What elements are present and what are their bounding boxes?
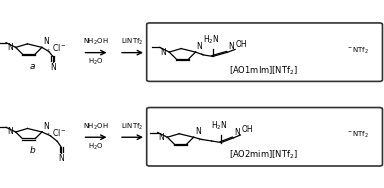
Text: N: N [161, 48, 166, 57]
Text: Cl$^-$: Cl$^-$ [52, 42, 67, 53]
Text: OH: OH [241, 125, 253, 134]
Text: N: N [197, 42, 202, 51]
Text: N: N [195, 127, 200, 136]
Text: Cl$^-$: Cl$^-$ [52, 127, 67, 138]
Text: N: N [7, 127, 13, 136]
Text: H$_2$O: H$_2$O [88, 141, 104, 152]
Text: N: N [228, 42, 234, 51]
Text: a: a [30, 62, 35, 71]
Text: $^+$: $^+$ [46, 132, 51, 137]
Text: [AO2mim][NTf$_2$]: [AO2mim][NTf$_2$] [228, 149, 298, 161]
Text: H$_2$N: H$_2$N [203, 34, 219, 46]
Text: N: N [7, 43, 13, 52]
Text: N: N [43, 122, 49, 131]
Text: H$_2$N: H$_2$N [211, 120, 228, 132]
Text: $^+$: $^+$ [197, 138, 203, 143]
Text: $^+$: $^+$ [46, 48, 51, 53]
Text: N: N [159, 133, 164, 142]
Text: N: N [58, 154, 64, 163]
Text: NH$_2$OH: NH$_2$OH [83, 121, 109, 132]
Text: LiNTf$_2$: LiNTf$_2$ [121, 121, 144, 132]
Text: H$_2$O: H$_2$O [88, 57, 104, 67]
Text: N: N [235, 128, 240, 137]
FancyBboxPatch shape [147, 23, 382, 81]
Text: $^-$NTf$_2$: $^-$NTf$_2$ [346, 46, 369, 56]
Text: N: N [43, 37, 49, 46]
Text: OH: OH [236, 40, 247, 49]
Text: $^-$NTf$_2$: $^-$NTf$_2$ [346, 130, 369, 140]
Text: $^+$: $^+$ [199, 52, 205, 58]
FancyBboxPatch shape [147, 108, 382, 166]
Text: NH$_2$OH: NH$_2$OH [83, 37, 109, 47]
Text: LiNTf$_2$: LiNTf$_2$ [121, 37, 144, 47]
Text: b: b [30, 146, 35, 155]
Text: N: N [50, 63, 56, 72]
Text: [AO1mIm][NTf$_2$]: [AO1mIm][NTf$_2$] [228, 64, 298, 77]
